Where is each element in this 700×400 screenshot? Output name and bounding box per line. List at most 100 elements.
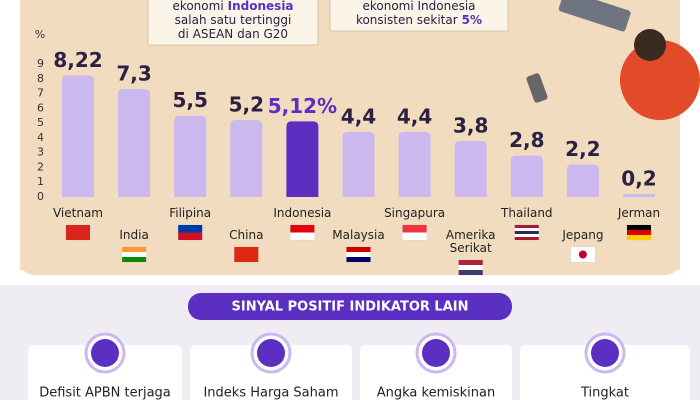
bar [230,120,263,197]
bar [566,164,599,197]
flag-stripe [66,225,90,240]
y-tick-label: 5 [37,116,44,129]
flag-stripe [290,232,315,240]
callout-box [329,0,509,32]
y-tick-label: 8 [37,72,44,85]
flag-stripe [402,225,427,233]
flag [570,246,596,263]
flag [290,224,315,241]
y-tick-label: 1 [37,175,44,188]
flag-stripe [458,265,483,270]
indicator-label: Angka kemiskinan [377,386,495,400]
flag-stripe [234,247,259,262]
indicator-icon [422,339,450,367]
y-tick-label: 6 [37,101,44,114]
flag-stripe [178,225,203,233]
x-tick-label: Filipina [169,206,212,220]
flag-stripe [514,231,539,234]
bar [62,75,94,197]
indicator-icon [591,339,619,367]
callout-segment: di ASEAN dan G20 [178,27,288,41]
bar [454,140,487,197]
flag-stripe [122,247,147,252]
phone [526,73,548,103]
flag [234,246,259,263]
value-label: 2,8 [509,128,544,152]
indicator-label: Defisit APBN terjaga [39,386,171,400]
frame-left [0,0,20,285]
x-tick-label: Malaysia [332,228,385,242]
y-tick-label: 2 [37,160,44,173]
callout-text: salah satu tertinggi [175,13,292,27]
flag [346,246,371,263]
flag [177,224,203,241]
person-head [634,29,666,61]
flag-stripe [402,232,427,240]
callout-text: di ASEAN dan G20 [178,27,288,41]
x-tick-label: Jerman [617,206,661,220]
value-label: 4,4 [341,104,376,128]
x-tick-label: Thailand [501,206,553,220]
laptop [558,0,631,32]
bar [510,155,543,197]
callout-box [147,0,319,46]
callout-segment: ekonomi Indonesia [362,0,475,13]
callout-segment: ekonomi [172,0,223,13]
callout-segment: salah satu tertinggi [175,13,292,27]
y-tick-label: 4 [37,131,44,144]
flag-stripe [122,257,147,262]
y-tick-label: 3 [37,146,44,159]
indicator-label: Tingkat [580,386,629,400]
flag-stripe [514,228,539,231]
x-tick-label: China [229,228,264,242]
flag-stripe [514,225,539,228]
bar [623,194,655,197]
callout-text: konsisten sekitar 5% [356,13,482,27]
person [620,40,700,120]
value-label: 5,5 [172,88,207,112]
flag-stripe [627,235,651,240]
y-tick-label: 9 [37,57,44,70]
flag-sun [578,250,587,259]
bar [398,131,431,197]
value-label: 0,2 [621,167,656,191]
indicator-icon [257,339,285,367]
x-tick-label: India [119,228,149,242]
flag [402,224,427,241]
value-label: 4,4 [397,104,432,128]
y-tick-label: 7 [37,87,44,100]
bar [174,115,207,197]
callout-segment: Indonesia [228,0,294,13]
callout-segment: 5% [462,13,482,27]
bar [286,121,319,197]
value-label: 2,2 [565,137,600,161]
x-tick-label: Indonesia [273,206,332,220]
flag-stripe [290,225,315,233]
x-tick-label: Singapura [384,206,446,220]
value-label: 8,22 [53,48,102,72]
x-tick-label: Amerika Serikat [445,228,496,255]
callout-segment: konsisten sekitar [356,13,458,27]
indicator-label: Indeks Harga Saham [203,386,338,400]
y-tick-label: 0 [37,190,44,203]
value-label: 7,3 [116,62,151,86]
flag-stripe [346,247,371,252]
y-axis-label: % [35,28,45,41]
flag-stripe [122,252,147,257]
frame-right [680,0,700,285]
bar [342,131,375,197]
section-title: SINYAL POSITIF INDIKATOR LAIN [232,300,469,315]
flag-stripe [346,257,371,262]
flag-stripe [458,260,483,265]
indicator-icon [91,339,119,367]
flag-stripe [178,232,203,240]
flag [626,224,652,241]
flag [458,259,483,276]
bar [118,89,151,197]
callout-text: ekonomi Indonesia [172,0,293,13]
flag [121,246,147,263]
flag-stripe [458,270,483,275]
section-banner [188,293,512,320]
